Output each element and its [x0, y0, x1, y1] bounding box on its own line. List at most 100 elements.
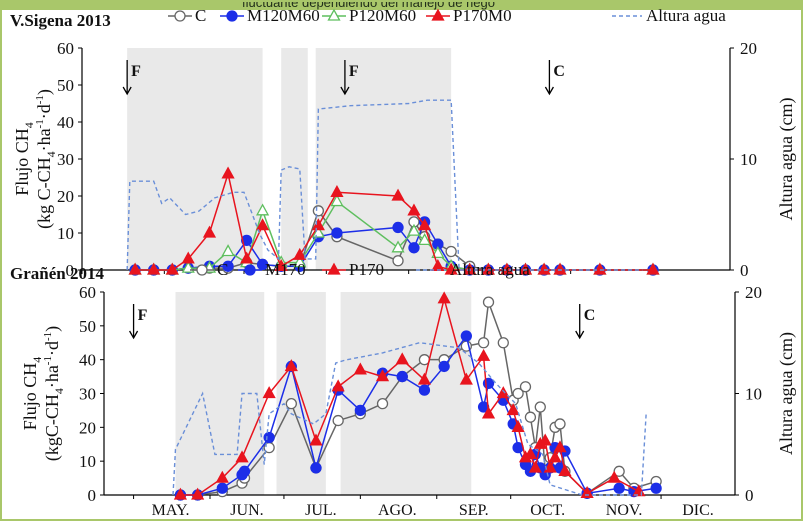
legend-marker — [327, 8, 341, 21]
data-point — [418, 384, 431, 396]
annotation-label: C — [553, 63, 565, 80]
data-point — [646, 262, 660, 275]
data-point — [476, 348, 491, 361]
annotation-arrowhead — [129, 330, 139, 340]
data-point — [165, 262, 179, 275]
annotation-label: F — [131, 63, 141, 80]
data-point — [512, 387, 524, 400]
y-tick-label: 0 — [88, 486, 97, 505]
y2-tick-label: 10 — [740, 150, 757, 169]
data-point — [477, 337, 490, 349]
legend-item: Altura agua — [416, 260, 530, 279]
data-point — [312, 205, 325, 217]
legend-label: Altura agua — [646, 6, 726, 25]
data-point — [284, 359, 298, 372]
legend-label: Altura agua — [450, 260, 530, 279]
y2-axis-label: Altura agua (cm) — [776, 332, 797, 455]
legend-marker — [244, 264, 256, 276]
y-tick-label: 10 — [79, 452, 96, 471]
legend-marker — [431, 8, 445, 21]
data-point — [221, 166, 235, 179]
shaded-period — [281, 48, 308, 270]
data-point — [538, 433, 552, 446]
legend-marker — [174, 10, 186, 22]
data-point — [613, 482, 625, 494]
data-point — [558, 463, 572, 476]
y-tick-label: 10 — [57, 224, 74, 243]
x-tick-label: NOV. — [606, 502, 643, 519]
y-axis-label: Flujo CH4(kgC-CH4·ha-1·d-1) — [20, 326, 66, 461]
y-tick-label: 20 — [57, 187, 74, 206]
series-altura-agua — [172, 342, 647, 496]
data-point — [375, 369, 390, 382]
data-point — [482, 296, 495, 308]
data-point — [431, 246, 445, 259]
y-tick-label: 50 — [79, 317, 96, 336]
annotation-arrowhead — [122, 86, 132, 96]
data-point — [215, 470, 229, 483]
data-point — [463, 262, 477, 275]
cropped-header-text: fluctuante dependiendo del manejo de rie… — [242, 2, 495, 10]
y-tick-label: 40 — [79, 351, 96, 370]
y-tick-label: 60 — [79, 283, 96, 302]
data-point — [593, 262, 607, 275]
data-point — [376, 397, 389, 410]
annotation-label: F — [138, 307, 148, 324]
data-point — [293, 255, 307, 268]
data-point — [506, 403, 520, 416]
data-point — [553, 262, 567, 275]
data-point — [332, 414, 344, 427]
legend-item: Altura agua — [612, 6, 726, 25]
data-point — [285, 397, 297, 410]
data-point — [354, 404, 366, 417]
data-point — [407, 203, 421, 216]
data-point — [500, 262, 514, 275]
data-point — [391, 240, 405, 253]
data-point — [392, 255, 404, 267]
y2-tick-label: 20 — [745, 283, 762, 302]
data-point — [511, 419, 525, 432]
data-point — [240, 251, 254, 264]
data-point — [524, 411, 537, 423]
data-point — [437, 291, 451, 304]
legend-item: P120M60 — [322, 6, 416, 25]
x-tick-label: SEP. — [459, 502, 489, 519]
legend-label: P120M60 — [349, 6, 416, 25]
y-tick-label: 30 — [57, 150, 74, 169]
data-point — [553, 440, 567, 453]
shaded-period — [127, 48, 263, 270]
data-point — [395, 352, 409, 365]
data-point — [353, 362, 367, 375]
y2-tick-label: 0 — [740, 261, 749, 280]
x-tick-label: MAY. — [152, 502, 190, 519]
data-point — [460, 330, 472, 342]
data-point — [496, 386, 510, 399]
shaded-period — [340, 292, 472, 495]
data-point — [445, 245, 457, 258]
data-point — [311, 225, 325, 238]
data-point — [255, 203, 270, 216]
legend-label: P170 — [349, 260, 384, 279]
data-point — [274, 258, 288, 271]
annotation-arrowhead — [340, 86, 350, 96]
panel-title: Grañén 2014 — [10, 264, 104, 283]
legend-item: C — [190, 260, 228, 279]
data-point — [543, 460, 557, 473]
data-point — [310, 462, 322, 474]
annotation-label: F — [349, 63, 359, 80]
data-point — [548, 450, 562, 463]
data-point — [311, 218, 325, 231]
data-point — [256, 258, 269, 271]
data-point — [263, 431, 275, 444]
data-point — [255, 218, 270, 231]
data-point — [241, 234, 253, 247]
data-point — [262, 386, 276, 399]
panel-title: V.Sigena 2013 — [10, 11, 111, 30]
data-point — [238, 465, 251, 477]
annotation-label: C — [584, 307, 596, 324]
data-point — [481, 406, 496, 419]
data-point — [216, 482, 228, 494]
data-point — [459, 372, 473, 385]
